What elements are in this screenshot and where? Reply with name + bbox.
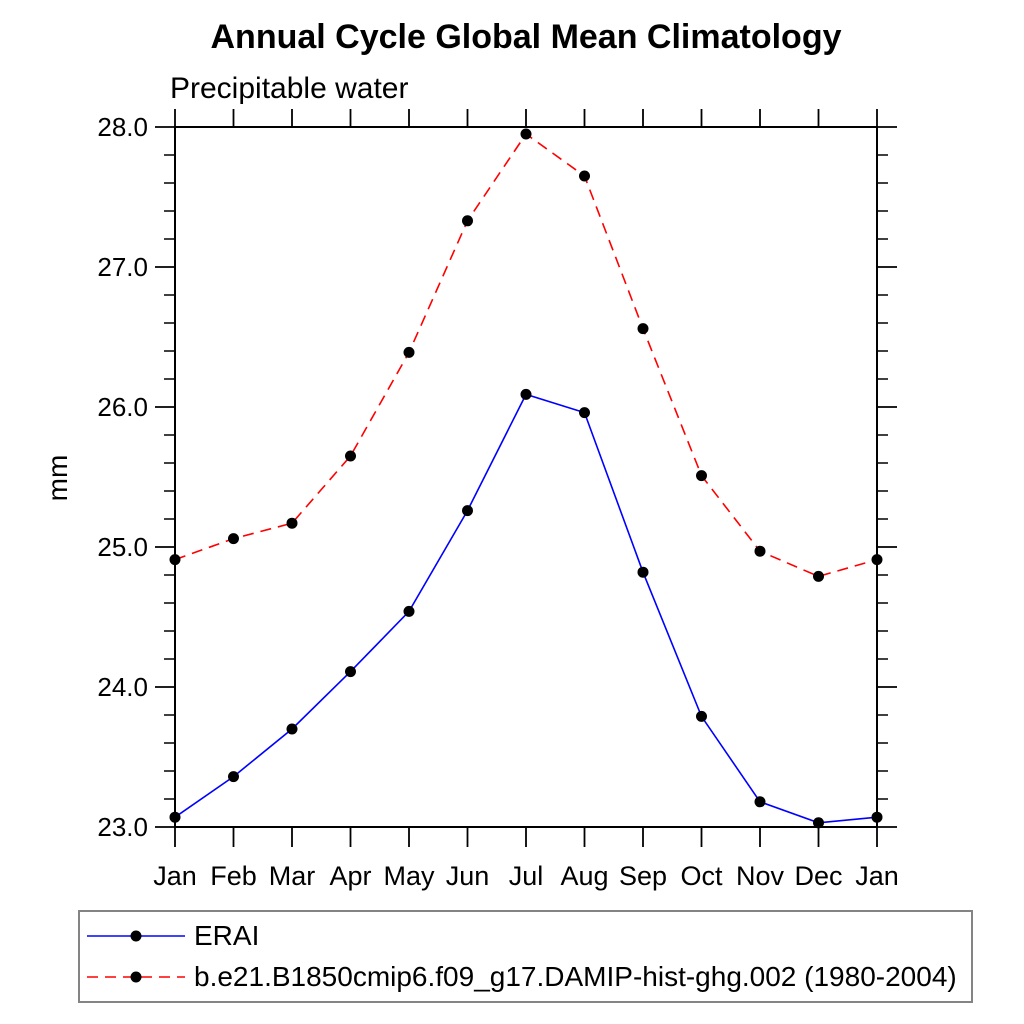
data-point: [462, 505, 473, 517]
x-tick-label: Jul: [509, 861, 544, 891]
legend-label-erai: ERAI: [194, 920, 260, 951]
y-tick-label: 25.0: [97, 532, 148, 562]
legend-marker-1: [130, 971, 142, 983]
y-tick-label: 27.0: [97, 252, 148, 282]
legend-entry-model: b.e21.B1850cmip6.f09_g17.DAMIP-hist-ghg.…: [85, 957, 971, 998]
x-tick-label: Jun: [446, 861, 490, 891]
legend-entry-erai: ERAI: [85, 916, 971, 957]
x-tick-label: Apr: [329, 861, 371, 891]
data-point: [637, 566, 649, 578]
erai-line-sample: [87, 930, 185, 942]
data-point: [228, 533, 239, 545]
data-point: [520, 388, 532, 400]
chart-title: Annual Cycle Global Mean Climatology: [210, 18, 842, 56]
chart-subtitle: Precipitable water: [170, 72, 409, 105]
data-point: [696, 470, 707, 482]
y-tick-label: 23.0: [97, 812, 148, 842]
data-point: [520, 128, 532, 140]
model-line-sample: [87, 971, 185, 983]
x-tick-label: Mar: [269, 861, 316, 891]
x-tick-label: Jan: [153, 861, 197, 891]
series-line-1: [174, 132, 878, 578]
x-tick-label: Jan: [855, 861, 899, 891]
series-line-0: [174, 393, 878, 824]
data-point: [169, 811, 181, 823]
legend-marker-0: [130, 930, 142, 942]
x-tick-label: May: [383, 861, 435, 891]
data-point: [696, 710, 707, 722]
data-point: [345, 450, 356, 462]
data-point: [579, 170, 590, 182]
data-point: [637, 323, 649, 335]
data-point: [403, 605, 415, 617]
y-tick-label: 26.0: [97, 392, 148, 422]
data-point: [228, 771, 239, 783]
data-point: [579, 407, 590, 419]
x-tick-label: Sep: [619, 861, 667, 891]
data-point: [345, 666, 356, 678]
data-point: [286, 723, 298, 735]
x-tick-label: Dec: [794, 861, 842, 891]
data-point: [754, 545, 766, 557]
plot-frame: [174, 126, 878, 828]
x-tick-label: Aug: [560, 861, 608, 891]
data-point: [754, 796, 766, 808]
legend-box: ERAI b.e21.B1850cmip6.f09_g17.DAMIP-hist…: [78, 910, 973, 1003]
x-tick-label: Nov: [736, 861, 785, 891]
x-tick-label: Feb: [210, 861, 257, 891]
y-tick-label: 24.0: [97, 672, 148, 702]
data-point: [403, 346, 415, 358]
data-point: [871, 811, 883, 823]
data-point: [813, 817, 824, 829]
x-tick-label: Oct: [680, 861, 723, 891]
data-point: [169, 554, 181, 566]
data-point: [813, 570, 824, 582]
data-point: [871, 554, 883, 566]
y-tick-label: 28.0: [97, 112, 148, 142]
legend-label-model: b.e21.B1850cmip6.f09_g17.DAMIP-hist-ghg.…: [194, 961, 957, 992]
data-point: [286, 517, 298, 529]
data-point: [462, 215, 473, 227]
